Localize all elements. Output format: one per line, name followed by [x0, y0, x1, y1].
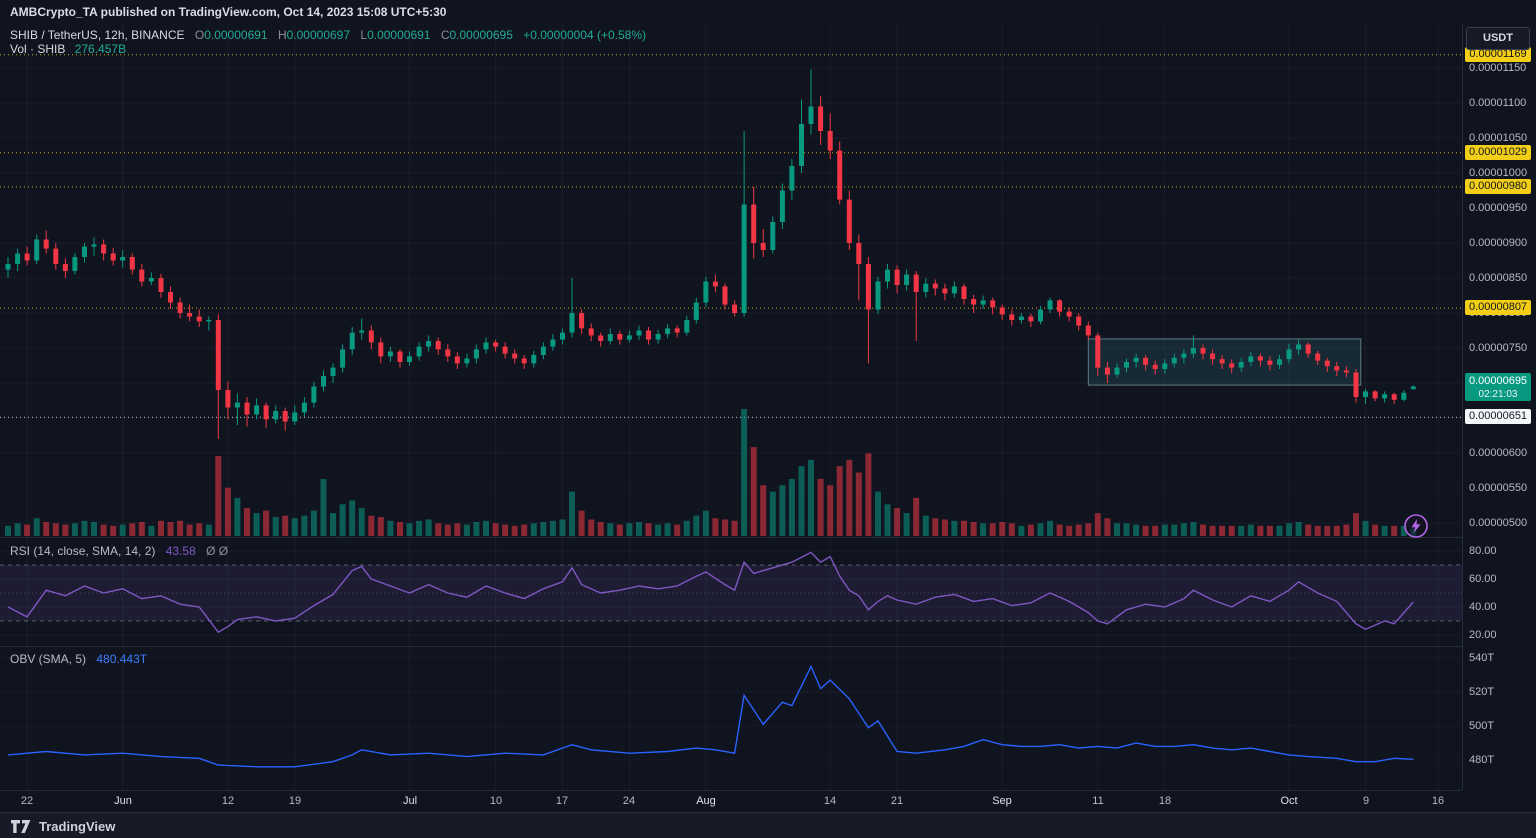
rsi-empty-values: Ø Ø — [206, 544, 229, 558]
chart-canvas[interactable] — [0, 0, 1462, 812]
rsi-tick-label: 80.00 — [1469, 545, 1497, 557]
volume-label: Vol · SHIB — [10, 42, 66, 56]
price-tick-label: 0.00000850 — [1469, 272, 1528, 284]
obv-tick-label: 520T — [1469, 686, 1495, 698]
rsi-tick-label: 60.00 — [1469, 573, 1497, 585]
obv-label: OBV (SMA, 5) — [10, 652, 87, 666]
rsi-label: RSI (14, close, SMA, 14, 2) — [10, 544, 156, 558]
high-value: 0.00000697 — [286, 28, 351, 42]
time-tick-label: 12 — [221, 795, 235, 807]
footer-bar: TradingView — [0, 812, 1536, 838]
volume-value: 276.457B — [74, 42, 127, 56]
obv-value: 480.443T — [96, 652, 148, 666]
time-tick-label: 11 — [1092, 795, 1104, 807]
price-scale[interactable]: 0.00001150 0.00001100 0.00001050 0.00001000… — [1462, 24, 1536, 790]
attribution-text: AMBCrypto_TA published on TradingView.co… — [10, 5, 447, 19]
attribution-bar: AMBCrypto_TA published on TradingView.co… — [0, 0, 1536, 24]
time-tick-label: Jul — [402, 795, 418, 807]
price-tick-label: 0.00001000 — [1469, 167, 1528, 179]
rsi-tick-label: 40.00 — [1469, 601, 1497, 613]
close-value: 0.00000695 — [449, 28, 513, 42]
time-tick-label: Aug — [696, 795, 716, 807]
price-tick-label: 0.00000950 — [1469, 202, 1528, 214]
price-tick-label: 0.00000750 — [1469, 342, 1528, 354]
time-tick-label: Sep — [992, 795, 1012, 807]
price-tick-label: 0.00000600 — [1469, 447, 1528, 459]
change-value: +0.00000004 (+0.58%) — [523, 28, 646, 42]
tradingview-logo-icon[interactable] — [10, 819, 31, 834]
time-tick-label: Oct — [1280, 795, 1298, 807]
volume-legend-row[interactable]: Vol · SHIB 276.457B — [10, 42, 126, 56]
obv-tick-label: 480T — [1469, 754, 1495, 766]
last-price-label: 0.00000695 02:21:03 — [1465, 373, 1531, 401]
obv-legend-row[interactable]: OBV (SMA, 5) 480.443T — [10, 652, 147, 666]
obv-tick-label: 540T — [1469, 652, 1495, 664]
time-tick-label: 14 — [823, 795, 837, 807]
symbol-legend-row[interactable]: SHIB / TetherUS, 12h, BINANCE O0.0000069… — [10, 28, 646, 42]
price-tick-label: 0.00001100 — [1469, 97, 1527, 109]
low-label: L — [360, 28, 368, 42]
price-level-label: 0.00000980 — [1465, 179, 1531, 194]
price-tick-label: 0.00000500 — [1469, 517, 1528, 529]
bar-countdown: 02:21:03 — [1478, 389, 1518, 400]
obv-line — [7, 664, 1414, 768]
price-level-label: 0.00000807 — [1465, 300, 1531, 315]
rsi-tick-label: 20.00 — [1469, 629, 1497, 641]
tradingview-brand-text[interactable]: TradingView — [39, 818, 116, 834]
time-tick-label: 9 — [1362, 795, 1370, 807]
time-axis[interactable]: 22 Jun 12 19 Jul 10 17 24 Aug 14 21 Sep 11 18 Oct 9 16 — [0, 790, 1462, 813]
time-tick-label: Jun — [114, 795, 132, 807]
price-tick-label: 0.00000550 — [1469, 482, 1528, 494]
price-tick-label: 0.00001050 — [1469, 132, 1528, 144]
price-alert-label: 0.00000651 — [1465, 409, 1531, 424]
low-value: 0.00000691 — [367, 28, 431, 42]
currency-toggle-button[interactable]: USDT — [1466, 27, 1530, 50]
price-tick-label: 0.00000900 — [1469, 237, 1528, 249]
flash-ideas-icon[interactable] — [1403, 513, 1429, 539]
price-level-label: 0.00001029 — [1465, 145, 1531, 160]
high-label: H — [277, 28, 287, 42]
price-level-label: 0.00001169 — [1465, 47, 1531, 62]
price-tick-label: 0.00001150 — [1469, 62, 1527, 74]
symbol-title[interactable]: SHIB / TetherUS, 12h, BINANCE — [10, 28, 185, 42]
time-tick-label: 17 — [555, 795, 569, 807]
time-tick-label: 16 — [1431, 795, 1445, 807]
time-tick-label: 22 — [20, 795, 34, 807]
close-label: C — [440, 28, 450, 42]
time-tick-label: 19 — [288, 795, 302, 807]
time-tick-label: 10 — [489, 795, 503, 807]
rsi-value: 43.58 — [165, 544, 196, 558]
time-tick-label: 18 — [1158, 795, 1172, 807]
rsi-line — [7, 551, 1414, 634]
time-tick-label: 21 — [890, 795, 904, 807]
time-tick-label: 24 — [622, 795, 636, 807]
open-label: O — [194, 28, 205, 42]
open-value: 0.00000691 — [204, 28, 268, 42]
rsi-legend-row[interactable]: RSI (14, close, SMA, 14, 2) 43.58 Ø Ø — [10, 544, 228, 558]
obv-tick-label: 500T — [1469, 720, 1495, 732]
